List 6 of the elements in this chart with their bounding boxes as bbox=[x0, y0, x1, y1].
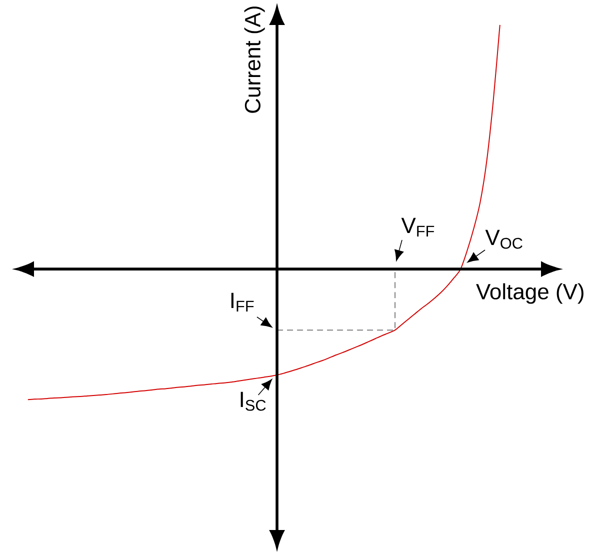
annotation: V$_{FF}$ bbox=[401, 218, 434, 236]
y-axis-title: Current (A) bbox=[244, 6, 265, 113]
x-axis-title: Voltage (V) bbox=[476, 283, 584, 304]
annotation: I$_{FF}$ bbox=[231, 292, 254, 312]
annotation: I$_{SC}$ bbox=[240, 392, 266, 411]
annotation: V$_{OC}$ bbox=[485, 230, 522, 249]
